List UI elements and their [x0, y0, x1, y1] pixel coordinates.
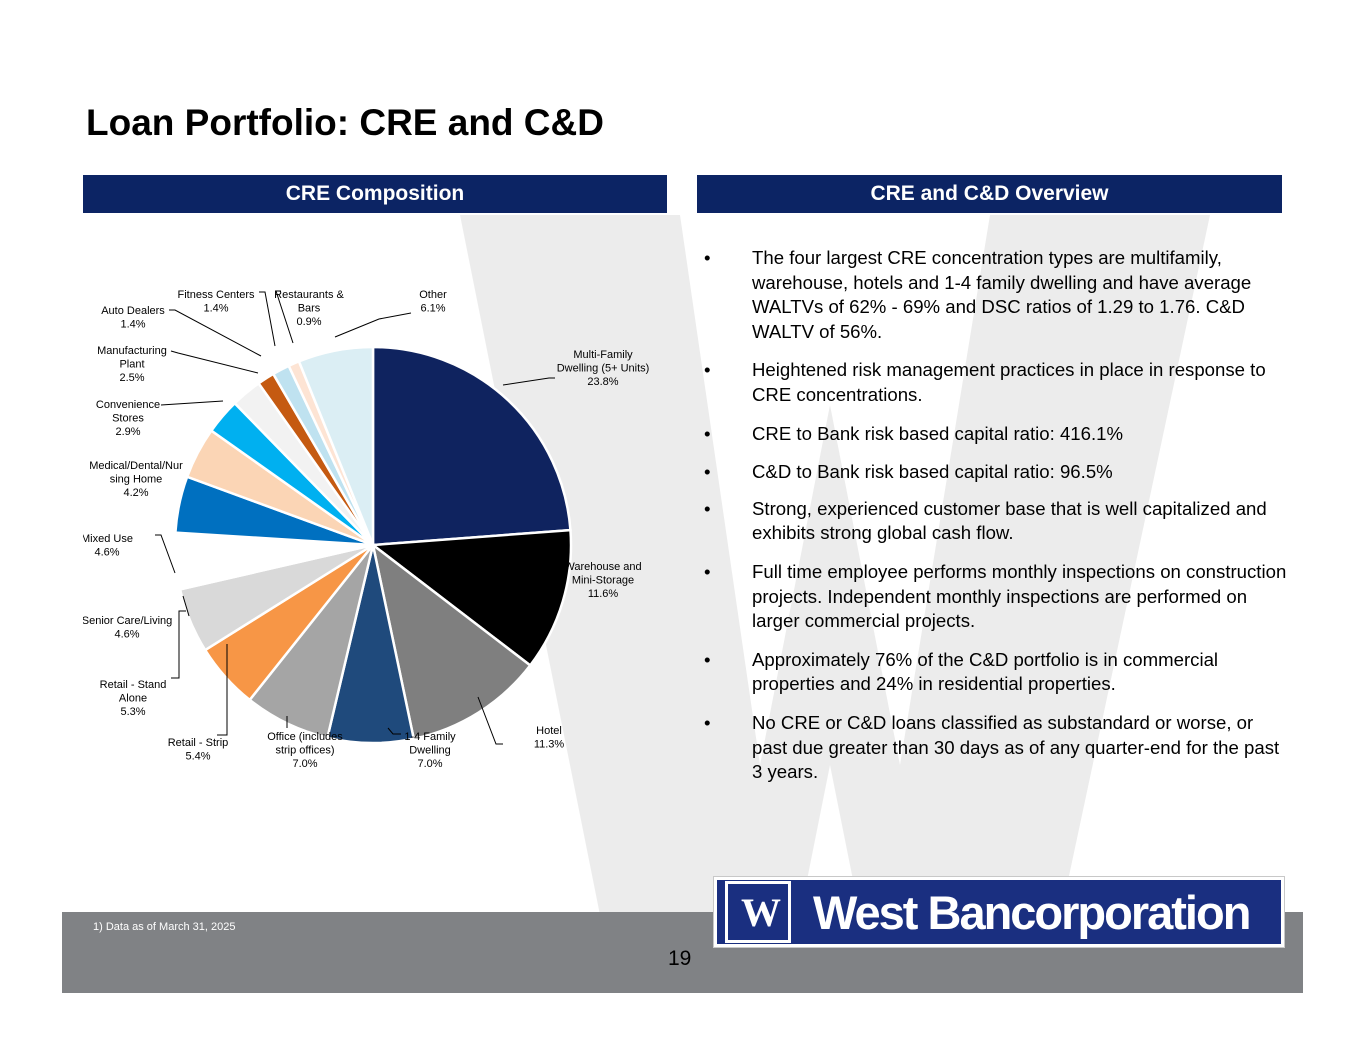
- leader-line: [502, 377, 555, 386]
- leader-line: [334, 312, 412, 338]
- leader-line: [182, 595, 190, 617]
- logo-mark: W: [725, 881, 791, 943]
- leader-line: [477, 696, 503, 745]
- bullet-text: No CRE or C&D loans classified as substa…: [752, 711, 1280, 783]
- overview-bullet: • No CRE or C&D loans classified as subst…: [700, 711, 1290, 785]
- bullet-dot: •: [704, 359, 711, 381]
- overview-bullet: • Approximately 76% of the C&D portfolio …: [700, 648, 1290, 697]
- bullet-dot: •: [704, 247, 711, 268]
- pie-slice: [371, 345, 572, 547]
- leader-line: [275, 290, 294, 344]
- bullet-text: Strong, experienced customer base that i…: [752, 497, 1267, 544]
- logo-name: West Bancorporation: [813, 885, 1251, 939]
- overview-bullet: • Heightened risk management practices in…: [700, 358, 1290, 407]
- bullet-text: C&D to Bank risk based capital ratio: 96…: [752, 461, 1113, 483]
- watermark-logo-graphic: [460, 215, 1210, 965]
- bullet-text: Heightened risk management practices in …: [752, 359, 1266, 405]
- leader-line: [169, 309, 262, 357]
- bullet-text: Approximately 76% of the C&D portfolio i…: [752, 648, 1219, 695]
- slice-label: Multi-Family Dwelling (5+ Units) 23.8%: [557, 349, 650, 388]
- footnote: 1) Data as of March 31, 2025: [93, 921, 236, 933]
- leader-line: [259, 291, 276, 347]
- slice-label: Fitness Centers 1.4%: [177, 289, 255, 315]
- leader-line: [171, 610, 186, 679]
- cre-composition-header: CRE Composition: [83, 175, 667, 213]
- pie-slice: [297, 345, 375, 546]
- bullet-text: Full time employee performs monthly insp…: [752, 560, 1287, 632]
- leader-line: [387, 727, 401, 735]
- cre-composition-pie-chart: Multi-Family Dwelling (5+ Units) 23.8% Ware…: [83, 289, 650, 770]
- overview-bullet: • C&D to Bank risk based capital ratio: 9…: [700, 460, 1290, 485]
- bullet-dot: •: [704, 422, 711, 444]
- page-number: 19: [668, 947, 692, 970]
- cre-cd-overview-header: CRE and C&D Overview: [697, 175, 1282, 213]
- slice-label: Office (includes strip offices) 7.0%: [267, 731, 343, 770]
- west-bancorporation-logo: W West Bancorporation: [713, 876, 1285, 948]
- leader-line: [217, 644, 228, 736]
- slice-label: Hotel 11.3%: [534, 725, 565, 751]
- bullet-dot: •: [704, 560, 711, 582]
- overview-bullet-list: • The four largest CRE concentration type…: [700, 246, 1290, 785]
- bullet-text: The four largest CRE concentration types…: [752, 247, 1252, 342]
- slice-label: Auto Dealers 1.4%: [101, 305, 165, 331]
- leader-line: [155, 534, 176, 574]
- overview-bullet: • Strong, experienced customer base that …: [700, 497, 1290, 546]
- overview-bullet: • CRE to Bank risk based capital ratio: 4…: [700, 422, 1290, 447]
- bullet-dot: •: [704, 648, 711, 670]
- slice-label: Manufacturing Plant 2.5%: [97, 345, 167, 384]
- slice-label: Retail - Strip 5.4%: [168, 737, 229, 763]
- slice-label: Other 6.1%: [419, 289, 447, 315]
- slice-label: 1-4 Family Dwelling 7.0%: [404, 731, 456, 770]
- slice-label: Restaurants & Bars 0.9%: [274, 289, 344, 328]
- overview-bullet: • Full time employee performs monthly ins…: [700, 560, 1290, 634]
- bullet-text: CRE to Bank risk based capital ratio: 41…: [752, 422, 1124, 444]
- overview-bullet: • The four largest CRE concentration type…: [700, 246, 1290, 344]
- slice-label: Mixed Use 4.6%: [83, 533, 133, 559]
- slice-label: Senior Care/Living 4.6%: [83, 615, 172, 641]
- slice-label: Convenience Stores 2.9%: [96, 399, 160, 438]
- slice-label: Medical/Dental/Nur sing Home 4.2%: [89, 460, 183, 499]
- slice-label: Retail - Stand Alone 5.3%: [100, 679, 167, 718]
- pie-slice: [371, 541, 532, 741]
- page-title: Loan Portfolio: CRE and C&D: [86, 102, 604, 143]
- bullet-dot: •: [704, 497, 711, 519]
- bullet-dot: •: [704, 461, 711, 483]
- leader-line: [170, 350, 259, 374]
- bullet-dot: •: [704, 711, 711, 733]
- slice-label: Warehouse and Mini-Storage 11.6%: [564, 561, 641, 600]
- leader-line: [160, 400, 224, 406]
- pie-slice: [369, 528, 573, 668]
